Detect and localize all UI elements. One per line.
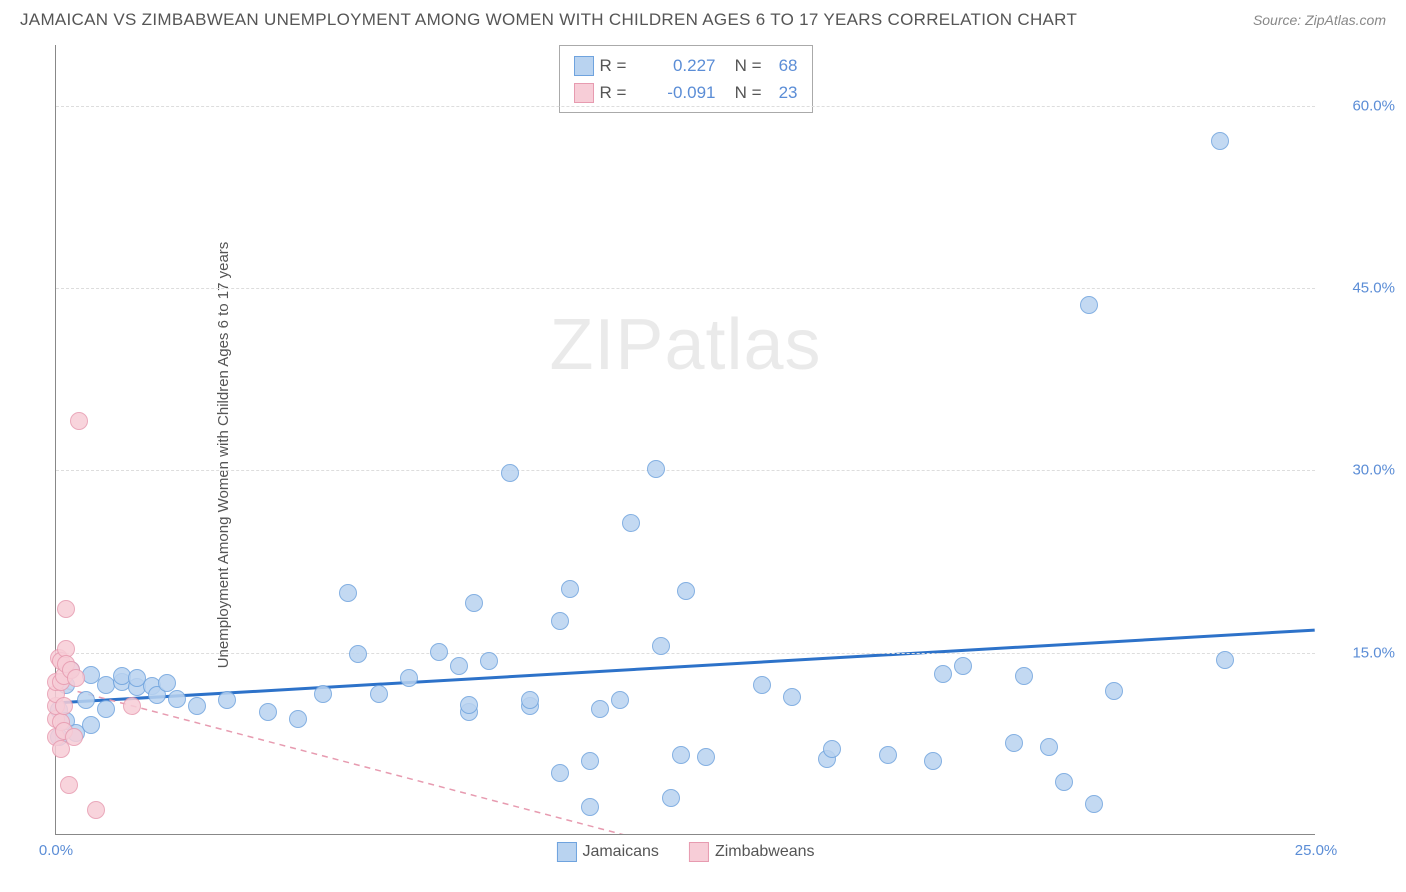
data-point (1005, 734, 1023, 752)
data-point (55, 697, 73, 715)
data-point (87, 801, 105, 819)
data-point (662, 789, 680, 807)
data-point (672, 746, 690, 764)
data-point (339, 584, 357, 602)
legend-r-label: R = (600, 52, 640, 79)
data-point (67, 669, 85, 687)
series-legend: Jamaicans Zimbabweans (556, 842, 814, 862)
data-point (581, 798, 599, 816)
data-point (1055, 773, 1073, 791)
data-point (1040, 738, 1058, 756)
data-point (70, 412, 88, 430)
source-label: Source: ZipAtlas.com (1253, 12, 1386, 28)
data-point (622, 514, 640, 532)
data-point (677, 582, 695, 600)
data-point (77, 691, 95, 709)
legend-n-value: 23 (768, 79, 798, 106)
legend-label: Zimbabweans (715, 843, 815, 860)
data-point (460, 696, 478, 714)
legend-item: Zimbabweans (689, 842, 815, 862)
data-point (753, 676, 771, 694)
data-point (370, 685, 388, 703)
data-point (1211, 132, 1229, 150)
legend-r-label: R = (600, 79, 640, 106)
data-point (591, 700, 609, 718)
data-point (1015, 667, 1033, 685)
legend-r-value: 0.227 (646, 52, 716, 79)
data-point (430, 643, 448, 661)
legend-r-value: -0.091 (646, 79, 716, 106)
data-point (218, 691, 236, 709)
data-point (60, 776, 78, 794)
legend-n-value: 68 (768, 52, 798, 79)
data-point (1216, 651, 1234, 669)
data-point (521, 691, 539, 709)
y-tick-label: 60.0% (1352, 97, 1395, 114)
legend-swatch (574, 56, 594, 76)
data-point (400, 669, 418, 687)
data-point (1080, 296, 1098, 314)
y-tick-label: 45.0% (1352, 280, 1395, 297)
data-point (551, 612, 569, 630)
y-tick-label: 30.0% (1352, 462, 1395, 479)
data-point (465, 594, 483, 612)
data-point (652, 637, 670, 655)
data-point (1085, 795, 1103, 813)
legend-swatch (556, 842, 576, 862)
legend-row: R =0.227N =68 (574, 52, 798, 79)
data-point (289, 710, 307, 728)
data-point (188, 697, 206, 715)
legend-swatch (574, 83, 594, 103)
data-point (783, 688, 801, 706)
chart-container: Unemployment Among Women with Children A… (0, 35, 1406, 875)
data-point (65, 728, 83, 746)
x-tick-label: 25.0% (1295, 842, 1338, 859)
trend-line (56, 630, 1314, 703)
data-point (501, 464, 519, 482)
data-point (1105, 682, 1123, 700)
data-point (823, 740, 841, 758)
data-point (97, 700, 115, 718)
data-point (551, 764, 569, 782)
legend-n-label: N = (722, 79, 762, 106)
data-point (82, 716, 100, 734)
data-point (954, 657, 972, 675)
data-point (647, 460, 665, 478)
data-point (561, 580, 579, 598)
data-point (697, 748, 715, 766)
data-point (168, 690, 186, 708)
trend-lines (56, 45, 1315, 834)
data-point (581, 752, 599, 770)
data-point (934, 665, 952, 683)
correlation-legend: R =0.227N =68R =-0.091N =23 (559, 45, 813, 113)
chart-title: JAMAICAN VS ZIMBABWEAN UNEMPLOYMENT AMON… (20, 10, 1077, 30)
legend-label: Jamaicans (582, 843, 658, 860)
legend-item: Jamaicans (556, 842, 658, 862)
data-point (480, 652, 498, 670)
gridline (56, 470, 1315, 471)
gridline (56, 653, 1315, 654)
data-point (611, 691, 629, 709)
watermark: ZIPatlas (549, 304, 821, 386)
data-point (57, 600, 75, 618)
legend-n-label: N = (722, 52, 762, 79)
gridline (56, 288, 1315, 289)
x-tick-label: 0.0% (39, 842, 73, 859)
data-point (450, 657, 468, 675)
data-point (259, 703, 277, 721)
plot-area: ZIPatlas R =0.227N =68R =-0.091N =23 Jam… (55, 45, 1315, 835)
gridline (56, 106, 1315, 107)
legend-swatch (689, 842, 709, 862)
legend-row: R =-0.091N =23 (574, 79, 798, 106)
y-tick-label: 15.0% (1352, 644, 1395, 661)
data-point (123, 697, 141, 715)
data-point (349, 645, 367, 663)
data-point (314, 685, 332, 703)
data-point (879, 746, 897, 764)
data-point (924, 752, 942, 770)
